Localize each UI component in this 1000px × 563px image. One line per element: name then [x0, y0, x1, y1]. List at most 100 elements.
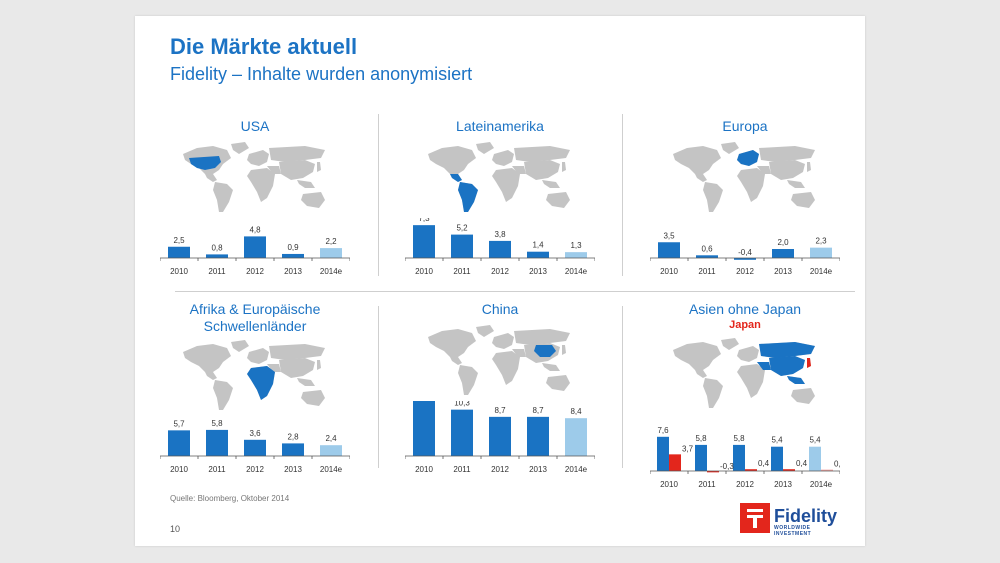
- logo-f-icon: [747, 509, 763, 528]
- x-tick-label: 2011: [453, 465, 471, 474]
- data-label: 5,7: [173, 419, 185, 428]
- map-region-centralam: [205, 174, 217, 182]
- bar-2013: [527, 416, 549, 456]
- x-tick-label: 2012: [491, 465, 509, 474]
- data-label: 5,8: [695, 434, 707, 443]
- map-region-africa: [247, 168, 275, 202]
- x-tick-label: 2010: [170, 465, 188, 474]
- map-region-europe: [492, 150, 514, 166]
- map-region-southamerica: [213, 182, 233, 212]
- data-label: 7,3: [418, 218, 430, 223]
- map-region-northamerica: [428, 329, 476, 357]
- map-region-seasia: [297, 180, 315, 188]
- data-label: 3,8: [494, 230, 506, 239]
- map-region-africa: [737, 168, 765, 202]
- bar-2011-s1: [707, 471, 719, 473]
- x-tick-label: 2011: [698, 480, 716, 489]
- map-region-northamerica: [673, 146, 721, 174]
- map-region-middleeast: [757, 166, 771, 174]
- bar-2014e: [320, 248, 342, 258]
- bar-2010: [168, 430, 190, 456]
- map-highlight-russia: [759, 342, 815, 358]
- bar-2010: [168, 246, 190, 258]
- map-highlight-japan: [807, 358, 811, 368]
- fidelity-logo: Fidelity WORLDWIDE INVESTMENT: [740, 503, 837, 537]
- bar-2010: [658, 242, 680, 258]
- x-tick-label: 2013: [284, 465, 302, 474]
- world-map: [673, 142, 815, 212]
- map-region-russia: [759, 146, 815, 162]
- map-region-europe: [247, 348, 269, 364]
- panel-title: China: [481, 301, 519, 317]
- data-label: 1,4: [532, 241, 544, 250]
- map-region-greenland: [721, 338, 739, 350]
- data-label: 0,3: [834, 460, 840, 469]
- x-tick-label: 2012: [246, 465, 264, 474]
- panel-europa: Europa 2010 2011 2012 2013 2014e 3,5 0,6 -0,4 2,…: [625, 118, 865, 308]
- data-label: 3,7: [682, 444, 694, 453]
- map-region-japan: [562, 162, 566, 172]
- map-region-russia: [514, 329, 570, 345]
- map-region-greenland: [721, 142, 739, 154]
- map-region-japan: [807, 162, 811, 172]
- map-region-europe: [492, 333, 514, 349]
- bar-2014e: [565, 252, 587, 258]
- map-region-japan: [562, 345, 566, 355]
- map-highlight-africa: [247, 366, 275, 400]
- data-label: 0,4: [796, 459, 808, 468]
- map-region-europe: [247, 150, 269, 166]
- data-label: 8,7: [532, 406, 544, 415]
- bar-2014e-s1: [821, 469, 833, 471]
- data-label: 0,8: [211, 243, 223, 252]
- data-label: 2,2: [325, 237, 337, 246]
- bar-2013-s1: [783, 469, 795, 471]
- panel-china: China 20102011201220132014e12,410,38,78,…: [380, 301, 620, 491]
- map-region-seasia: [542, 180, 560, 188]
- logo-tagline: WORLDWIDE INVESTMENT: [774, 525, 812, 537]
- map-highlight-seasia: [787, 376, 805, 384]
- bar-2013: [282, 443, 304, 456]
- x-tick-label: 2014e: [320, 465, 343, 474]
- bar-2010-s1: [669, 454, 681, 471]
- data-label: 1,3: [570, 241, 582, 250]
- bar-2012: [489, 416, 511, 456]
- slide: Die Märkte aktuell Fidelity – Inhalte wu…: [135, 16, 865, 546]
- bar-2010: [413, 225, 435, 258]
- map-region-asia: [524, 160, 560, 180]
- map-region-japan: [317, 360, 321, 370]
- bar-2011-s0: [695, 444, 707, 471]
- x-tick-label: 2011: [453, 267, 471, 276]
- data-label: 2,3: [815, 237, 827, 246]
- data-label: 5,8: [733, 434, 745, 443]
- map-region-asia: [769, 160, 805, 180]
- divider-vertical-4: [622, 306, 623, 468]
- bar-2012: [489, 240, 511, 258]
- data-label: 5,2: [456, 224, 468, 233]
- map-region-africa: [492, 351, 520, 385]
- divider-vertical-2: [622, 114, 623, 276]
- divider-horizontal: [175, 291, 855, 292]
- map-region-greenland: [476, 325, 494, 337]
- bar-2014e-s0: [809, 446, 821, 471]
- map-region-europe: [737, 346, 759, 362]
- bar-2010: [413, 401, 435, 456]
- data-label: 5,4: [809, 436, 821, 445]
- map-highlight-centralam: [450, 174, 462, 182]
- x-tick-label: 2014e: [810, 480, 833, 489]
- map-region-australia: [791, 192, 815, 208]
- x-tick-label: 2010: [660, 267, 678, 276]
- map-region-japan: [317, 162, 321, 172]
- map-region-seasia: [787, 180, 805, 188]
- map-region-centralam: [205, 372, 217, 380]
- data-label: 10,3: [454, 401, 470, 408]
- x-tick-label: 2013: [529, 267, 547, 276]
- x-tick-label: 2012: [736, 267, 754, 276]
- map-highlight-asia: [769, 356, 805, 376]
- panel-asien: Asien ohne Japan Japan 2010 2011 2012 2013 2…: [625, 301, 865, 491]
- data-label: 2,5: [173, 236, 185, 245]
- x-tick-label: 2012: [246, 267, 264, 276]
- map-region-northamerica: [183, 344, 231, 372]
- bar-2013: [772, 249, 794, 258]
- data-label: 0,6: [701, 244, 713, 253]
- bar-2013: [282, 253, 304, 258]
